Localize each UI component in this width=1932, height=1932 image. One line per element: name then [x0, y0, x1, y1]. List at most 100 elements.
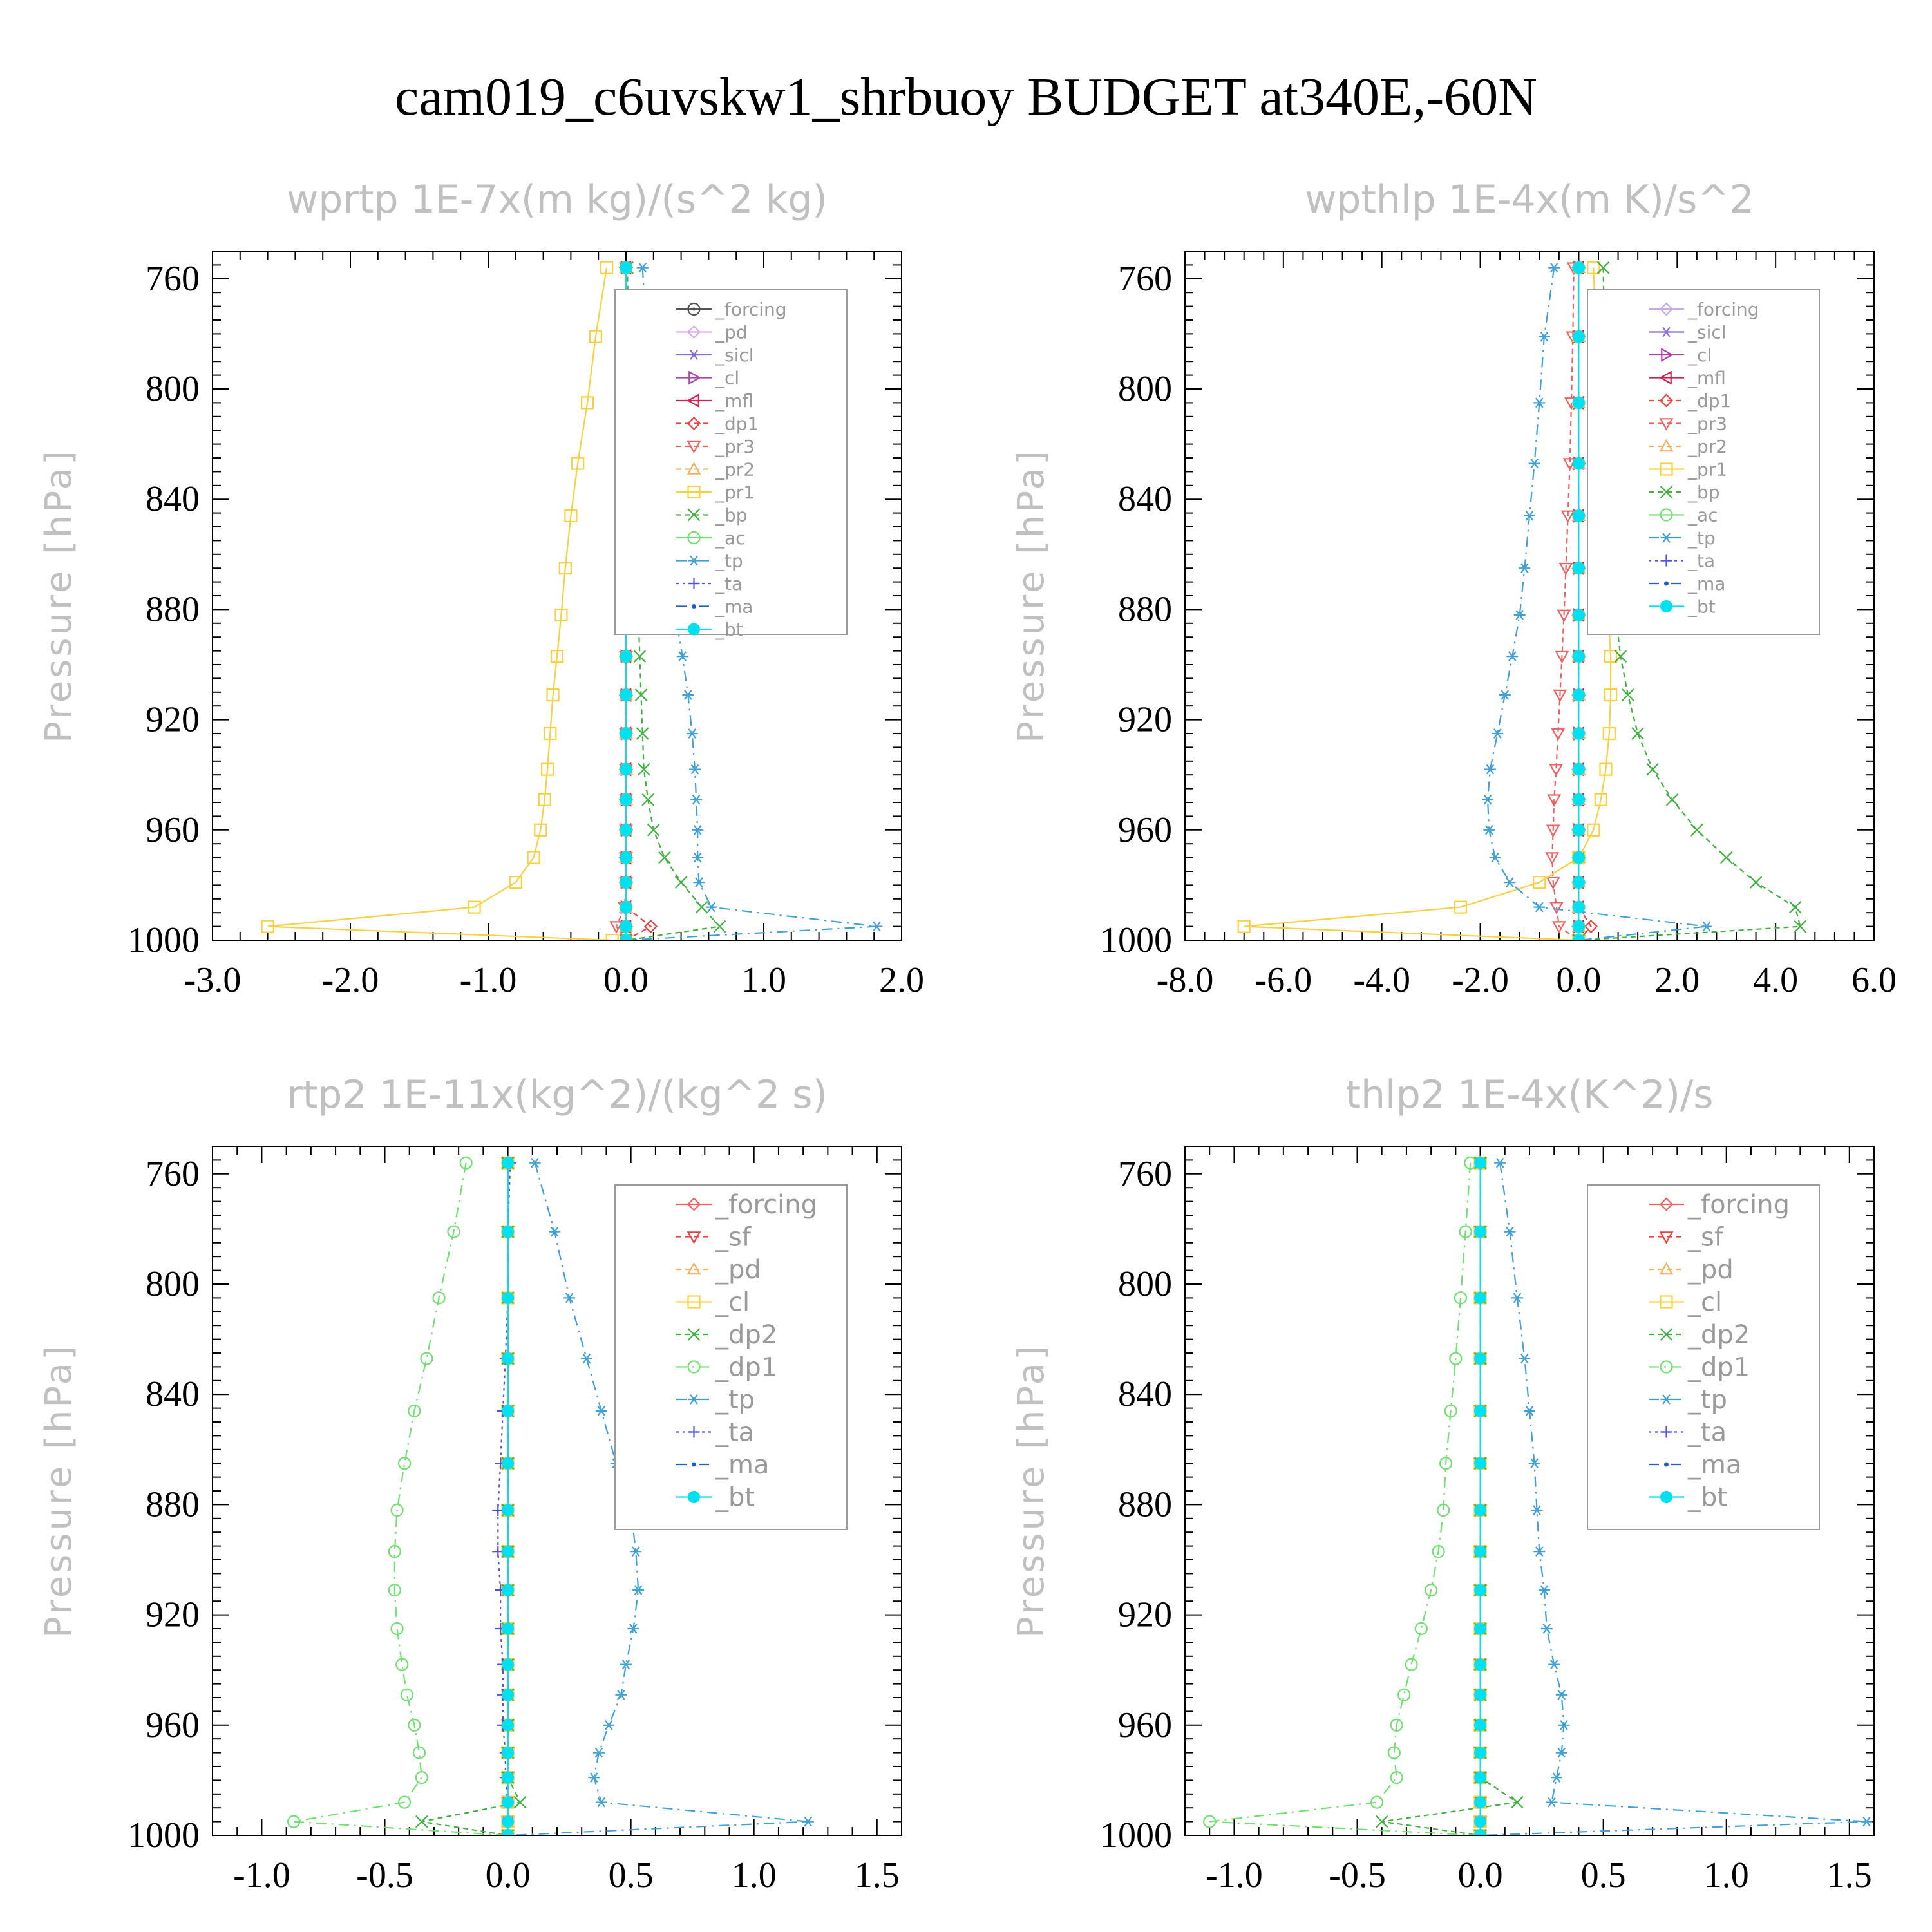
- data-point: [1788, 900, 1802, 914]
- legend-marker: [692, 1462, 696, 1467]
- y-tick-label: 920: [1118, 700, 1172, 740]
- data-point: [638, 762, 650, 776]
- legend-marker: [1659, 302, 1674, 316]
- legend-label: _dp1: [715, 413, 759, 434]
- data-point: [1557, 609, 1571, 623]
- legend-label: _forcing: [1687, 299, 1759, 320]
- data-point: [1551, 921, 1566, 934]
- data-point: [1459, 1225, 1472, 1238]
- data-point: [1572, 851, 1585, 864]
- legend-marker: [687, 531, 701, 545]
- data-point: [580, 1353, 592, 1364]
- data-point: [620, 763, 632, 776]
- data-point: [871, 921, 883, 932]
- figure-title: cam019_c6uvskw1_shrbuoy BUDGET at340E,-6…: [395, 67, 1537, 127]
- x-tick-label: -6.0: [1255, 960, 1312, 1000]
- legend-marker: [1659, 1197, 1674, 1211]
- x-tick-label: 6.0: [1852, 960, 1897, 1000]
- legend-label: _bt: [715, 1483, 755, 1513]
- data-point: [550, 650, 564, 663]
- data-point: [502, 1405, 515, 1417]
- y-tick-label: 800: [146, 1264, 200, 1304]
- data-point: [1449, 1352, 1463, 1365]
- data-point: [1474, 1504, 1487, 1517]
- y-tick-label: 960: [1118, 1705, 1172, 1745]
- y-tick-label: 960: [146, 810, 200, 850]
- legend-label: _cl: [715, 1288, 750, 1318]
- data-point: [1454, 1291, 1468, 1305]
- data-point: [502, 1815, 515, 1828]
- legend-marker: [687, 462, 701, 475]
- legend-label: _tp: [715, 1385, 755, 1415]
- data-point: [1614, 650, 1627, 663]
- data-point: [705, 902, 717, 913]
- data-point: [1474, 1457, 1487, 1470]
- data-point: [397, 1457, 412, 1470]
- data-point: [1558, 562, 1573, 576]
- y-tick-label: 800: [146, 369, 200, 409]
- legend-marker: [1660, 486, 1673, 498]
- legend-box: [614, 1184, 848, 1530]
- data-point: [1553, 689, 1567, 703]
- legend-marker: [687, 508, 701, 522]
- data-point: [1572, 396, 1585, 409]
- data-point: [1604, 650, 1618, 663]
- data-point: [1511, 1293, 1523, 1303]
- y-tick-label: 840: [146, 1374, 200, 1414]
- legend-label: _tp: [715, 550, 743, 571]
- data-point: [1524, 511, 1535, 521]
- data-point: [1547, 794, 1562, 807]
- data-point: [534, 823, 547, 837]
- legend-label: _tp: [1687, 1385, 1727, 1415]
- data-point: [1437, 1503, 1450, 1517]
- data-point: [1690, 824, 1703, 837]
- data-point: [1425, 1583, 1438, 1597]
- data-point: [1444, 1404, 1457, 1417]
- legend-marker: [1659, 370, 1672, 385]
- data-point: [1572, 650, 1585, 663]
- data-point: [1474, 1584, 1487, 1596]
- data-point: [1546, 824, 1560, 838]
- data-point: [589, 330, 603, 343]
- legend-label: _forcing: [715, 299, 787, 320]
- legend-marker: [688, 578, 700, 589]
- data-point: [1499, 690, 1511, 700]
- legend-marker: [1660, 1328, 1673, 1341]
- data-point: [502, 1157, 515, 1170]
- series-line-pr1: [1244, 267, 1612, 940]
- legend-marker: [687, 1360, 701, 1374]
- data-point: [1474, 1291, 1487, 1304]
- legend-marker: [687, 1231, 701, 1244]
- legend-label: _ma: [715, 1450, 769, 1480]
- x-tick-label: 0.0: [603, 960, 649, 1000]
- y-tick-label: 1000: [128, 1815, 200, 1855]
- legend-marker: [688, 623, 700, 636]
- data-point: [1506, 651, 1519, 662]
- legend-box: [1587, 289, 1820, 635]
- legend-marker: [687, 1328, 701, 1341]
- x-tick-label: -2.0: [322, 960, 379, 1000]
- data-point: [502, 1291, 515, 1304]
- data-point: [1584, 920, 1598, 934]
- data-point: [1474, 1719, 1487, 1732]
- data-point: [692, 852, 704, 863]
- data-point: [620, 261, 632, 274]
- legend-label: _dp2: [715, 1320, 777, 1350]
- y-axis-label: Pressure [hPa]: [1010, 1343, 1052, 1638]
- series-line-dp2: [1381, 1162, 1519, 1835]
- data-point: [502, 1226, 515, 1238]
- series-line-bp: [1578, 267, 1801, 940]
- data-point: [689, 764, 701, 775]
- data-point: [415, 1771, 428, 1785]
- chart-panel-2: wpthlp 1E-4x(m K)/s^2 Pressure [hPa] 760 80…: [1010, 177, 1897, 1000]
- legend-label: _dp1: [715, 1353, 777, 1383]
- legend-label: _pr1: [1687, 459, 1727, 480]
- data-point: [397, 1795, 412, 1809]
- data-point: [634, 688, 648, 701]
- panel-title: rtp2 1E-11x(kg^2)/(kg^2 s): [287, 1072, 828, 1117]
- data-point: [1370, 1795, 1384, 1809]
- y-tick-label: 760: [1118, 1154, 1172, 1194]
- data-point: [509, 876, 522, 889]
- legend-marker: [1664, 581, 1669, 586]
- x-tick-label: 2.0: [879, 960, 924, 1000]
